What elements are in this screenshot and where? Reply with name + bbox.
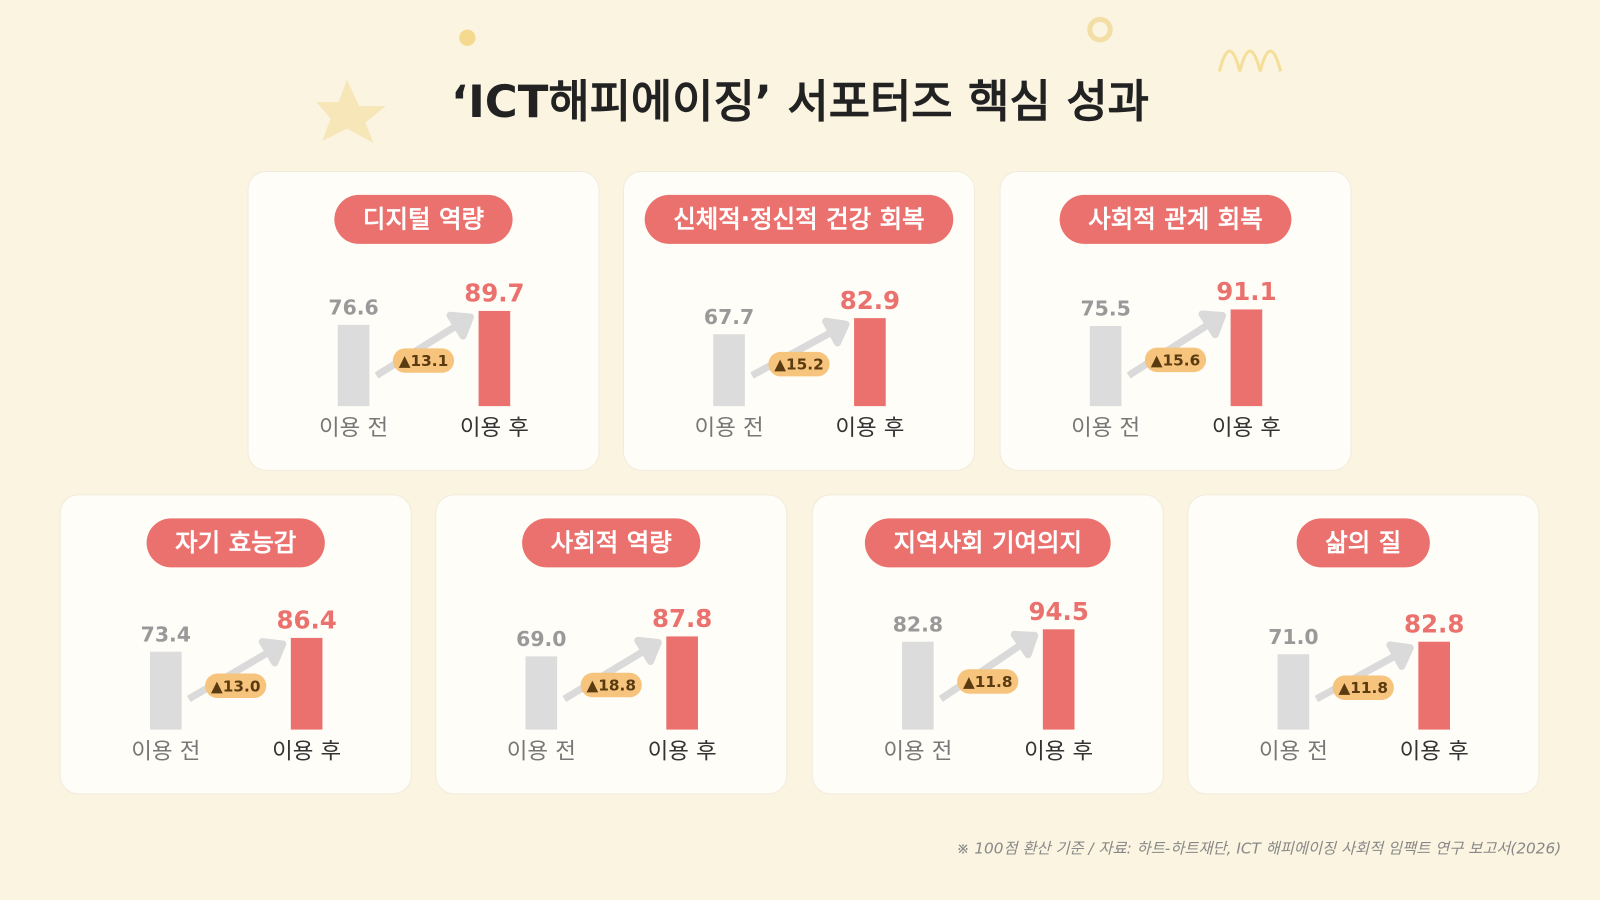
category-label: 이용 전 — [1259, 739, 1328, 765]
category-label: 이용 후 — [648, 739, 717, 765]
title-pill — [644, 194, 954, 244]
card: 삶의 질 71.0 이용 전 82.8 이용 후 ▲11.8 — [1187, 494, 1540, 795]
bar — [854, 318, 886, 407]
card: 사회적 역량 69.0 이용 전 87.8 이용 후 ▲18.8 — [435, 494, 788, 795]
title-pill — [864, 518, 1111, 568]
value-label: 89.7 — [464, 279, 524, 308]
bar — [666, 636, 698, 730]
delta-badge — [768, 351, 830, 377]
bar — [478, 310, 511, 407]
card: 디지털 역량 76.6 이용 전 89.7 이용 후 ▲13.1 — [247, 170, 600, 471]
card: 사회적 관계 회복 75.5 이용 전 91.1 이용 후 ▲15.6 — [999, 170, 1352, 471]
bar — [902, 641, 934, 730]
bar — [1277, 654, 1310, 730]
ring-deco — [1087, 16, 1113, 43]
card-title: 디지털 역량 — [363, 204, 485, 233]
category-label: 이용 전 — [507, 739, 576, 765]
delta-label: ▲13.1 — [399, 352, 449, 370]
delta-badge — [1144, 347, 1207, 373]
bar — [290, 637, 323, 730]
card-bg — [999, 170, 1352, 471]
delta-badge — [580, 672, 642, 698]
value-label: 87.8 — [652, 604, 712, 633]
card: 지역사회 기여의지 82.8 이용 전 94.5 이용 후 ▲11.8 — [811, 494, 1164, 795]
value-label: 82.8 — [1404, 609, 1464, 638]
bar — [1042, 629, 1075, 730]
card-title: 신체적·정신적 건강 회복 — [673, 204, 924, 233]
category-label: 이용 전 — [319, 415, 388, 441]
value-label: 82.8 — [893, 612, 943, 636]
card-title: 삶의 질 — [1325, 528, 1401, 557]
value-label: 94.5 — [1028, 597, 1088, 626]
card-title: 자기 효능감 — [175, 528, 297, 557]
delta-label: ▲15.6 — [1151, 351, 1201, 369]
delta-label: ▲11.8 — [963, 673, 1013, 691]
card-bg — [435, 494, 788, 795]
delta-badge — [957, 669, 1019, 694]
title-pill — [334, 194, 513, 244]
delta-label: ▲18.8 — [586, 677, 636, 695]
bar — [1089, 325, 1122, 407]
category-label: 이용 후 — [1400, 739, 1469, 765]
bar — [150, 651, 182, 730]
delta-badge — [1332, 675, 1394, 700]
bar — [1230, 309, 1263, 407]
card-bg — [811, 494, 1164, 795]
value-label: 76.6 — [328, 296, 378, 320]
category-label: 이용 전 — [131, 739, 200, 765]
value-label: 73.4 — [141, 622, 191, 646]
category-label: 이용 전 — [883, 739, 952, 765]
delta-label: ▲15.2 — [774, 356, 824, 374]
title-pill — [1296, 518, 1430, 568]
bar — [713, 334, 745, 407]
delta-label: ▲13.0 — [211, 677, 261, 695]
category-label: 이용 후 — [272, 739, 341, 765]
value-label: 86.4 — [276, 606, 336, 635]
card-bg — [622, 170, 975, 471]
value-label: 91.1 — [1216, 277, 1276, 306]
card-title: 사회적 관계 회복 — [1088, 204, 1263, 233]
card-title: 지역사회 기여의지 — [893, 528, 1082, 557]
category-label: 이용 후 — [460, 415, 529, 441]
footnote: ※ 100점 환산 기준 / 자료: 하트-하트재단, ICT 해피에이징 사회… — [957, 839, 1562, 857]
category-label: 이용 전 — [1071, 415, 1140, 441]
delta-badge — [205, 673, 267, 699]
title-pill — [1059, 194, 1292, 244]
main-title: ‘ICT해피에이징’ 서포터즈 핵심 성과 — [451, 75, 1149, 128]
value-label: 71.0 — [1268, 625, 1318, 649]
title-pill — [522, 518, 701, 568]
flower-deco — [459, 29, 476, 46]
value-label: 75.5 — [1080, 297, 1130, 321]
category-label: 이용 후 — [835, 415, 904, 441]
category-label: 이용 전 — [695, 415, 764, 441]
value-label: 69.0 — [516, 627, 566, 651]
title-pill — [146, 518, 325, 568]
star-deco — [316, 79, 386, 143]
category-label: 이용 후 — [1024, 739, 1093, 765]
value-label: 67.7 — [704, 305, 754, 329]
bar — [337, 324, 370, 407]
card: 신체적·정신적 건강 회복 67.7 이용 전 82.9 이용 후 ▲15.2 — [622, 170, 975, 471]
category-label: 이용 후 — [1212, 415, 1281, 441]
card: 자기 효능감 73.4 이용 전 86.4 이용 후 ▲13.0 — [59, 494, 412, 795]
card-bg — [247, 170, 600, 471]
bar — [525, 656, 558, 730]
delta-badge — [392, 348, 455, 373]
card-title: 사회적 역량 — [551, 528, 673, 557]
delta-label: ▲11.8 — [1339, 679, 1389, 697]
value-label: 82.9 — [840, 286, 900, 315]
card-bg — [59, 494, 412, 795]
card-bg — [1187, 494, 1540, 795]
bar — [1418, 641, 1450, 730]
spiral-deco — [1217, 49, 1283, 72]
